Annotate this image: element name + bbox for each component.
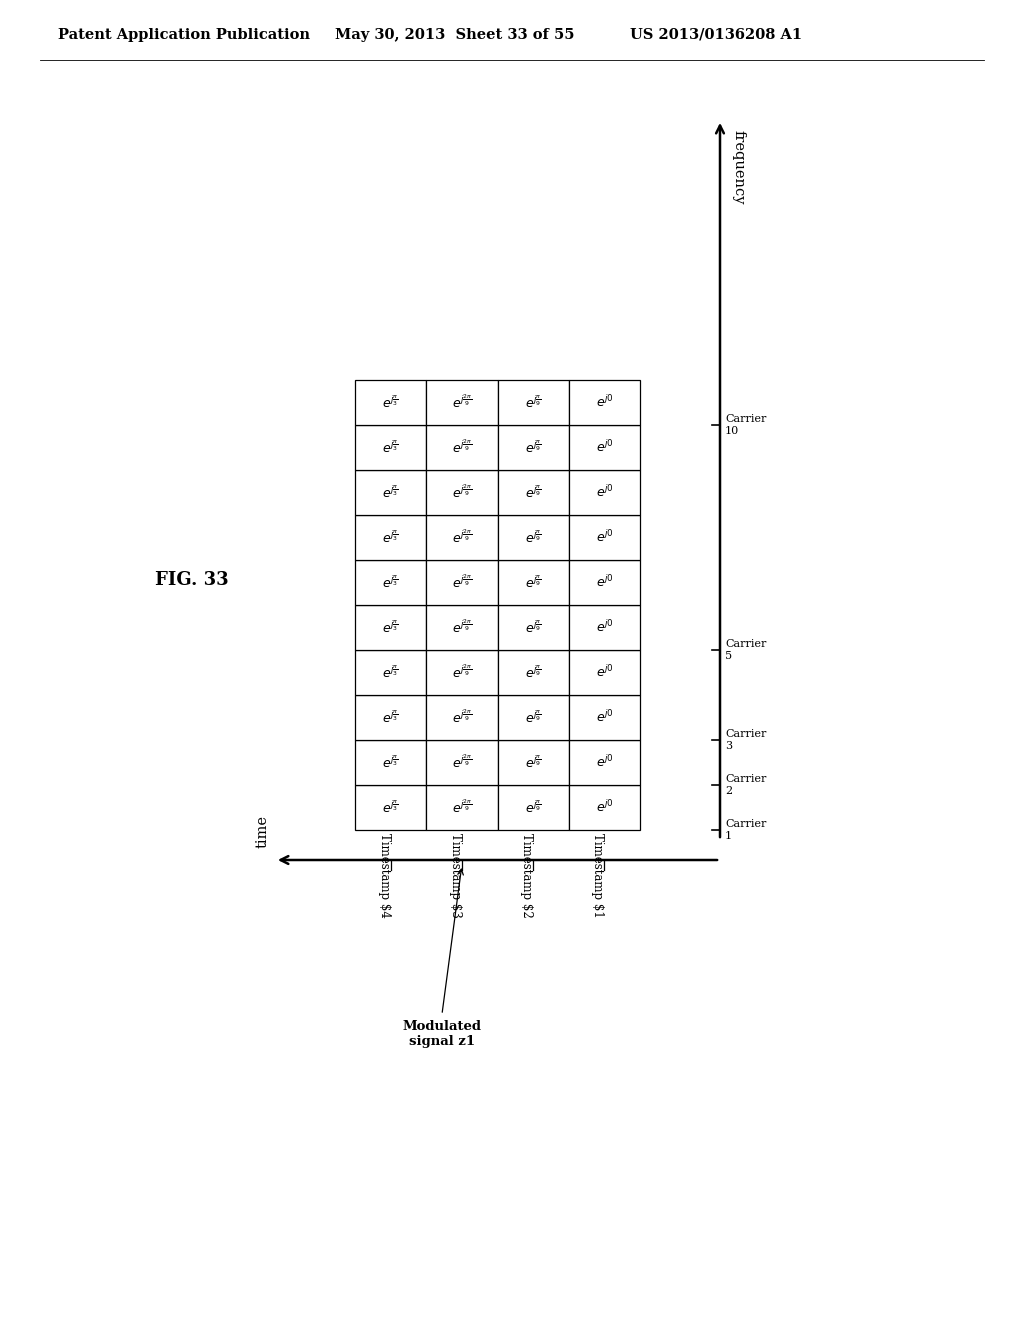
Text: $e^{j\frac{2\pi}{9}}$: $e^{j\frac{2\pi}{9}}$ xyxy=(452,484,472,502)
Text: $e^{j\frac{\pi}{9}}$: $e^{j\frac{\pi}{9}}$ xyxy=(525,395,542,411)
Bar xyxy=(498,515,568,560)
Text: $e^{j\frac{\pi}{3}}$: $e^{j\frac{\pi}{3}}$ xyxy=(382,574,399,590)
Bar xyxy=(426,470,498,515)
Bar xyxy=(498,425,568,470)
Text: Modulated
signal z1: Modulated signal z1 xyxy=(402,1020,481,1048)
Text: Carrier
10: Carrier 10 xyxy=(725,414,766,436)
Bar xyxy=(426,649,498,696)
Bar xyxy=(426,560,498,605)
Bar xyxy=(568,425,640,470)
Text: $e^{j\frac{\pi}{3}}$: $e^{j\frac{\pi}{3}}$ xyxy=(382,440,399,455)
Text: Carrier
2: Carrier 2 xyxy=(725,775,766,796)
Bar xyxy=(568,649,640,696)
Text: $e^{j\frac{2\pi}{9}}$: $e^{j\frac{2\pi}{9}}$ xyxy=(452,393,472,411)
Bar xyxy=(568,470,640,515)
Bar xyxy=(498,785,568,830)
Text: $e^{j\frac{\pi}{9}}$: $e^{j\frac{\pi}{9}}$ xyxy=(525,440,542,455)
Text: $e^{j\frac{\pi}{9}}$: $e^{j\frac{\pi}{9}}$ xyxy=(525,574,542,590)
Text: $e^{j0}$: $e^{j0}$ xyxy=(596,619,613,635)
Text: Carrier
1: Carrier 1 xyxy=(725,820,766,841)
Bar xyxy=(355,560,426,605)
Text: $e^{j\frac{\pi}{9}}$: $e^{j\frac{\pi}{9}}$ xyxy=(525,484,542,500)
Text: Timestamp $4: Timestamp $4 xyxy=(378,833,390,917)
Text: FIG. 33: FIG. 33 xyxy=(155,572,228,589)
Text: $e^{j0}$: $e^{j0}$ xyxy=(596,710,613,726)
Bar xyxy=(498,649,568,696)
Text: $e^{j\frac{\pi}{3}}$: $e^{j\frac{\pi}{3}}$ xyxy=(382,484,399,500)
Text: $e^{j\frac{2\pi}{9}}$: $e^{j\frac{2\pi}{9}}$ xyxy=(452,754,472,771)
Bar xyxy=(426,785,498,830)
Text: $e^{j\frac{2\pi}{9}}$: $e^{j\frac{2\pi}{9}}$ xyxy=(452,799,472,816)
Bar xyxy=(498,470,568,515)
Text: Carrier
3: Carrier 3 xyxy=(725,729,766,751)
Text: $e^{j\frac{\pi}{9}}$: $e^{j\frac{\pi}{9}}$ xyxy=(525,529,542,545)
Text: $e^{j0}$: $e^{j0}$ xyxy=(596,395,613,411)
Text: Patent Application Publication: Patent Application Publication xyxy=(58,28,310,42)
Bar xyxy=(355,380,426,425)
Bar xyxy=(498,605,568,649)
Text: Timestamp $1: Timestamp $1 xyxy=(592,833,604,917)
Bar xyxy=(426,741,498,785)
Bar xyxy=(355,515,426,560)
Bar xyxy=(426,425,498,470)
Text: $e^{j\frac{\pi}{3}}$: $e^{j\frac{\pi}{3}}$ xyxy=(382,664,399,681)
Text: $e^{j\frac{\pi}{3}}$: $e^{j\frac{\pi}{3}}$ xyxy=(382,619,399,636)
Bar xyxy=(426,605,498,649)
Bar xyxy=(498,741,568,785)
Text: Timestamp $2: Timestamp $2 xyxy=(520,833,534,917)
Bar xyxy=(426,515,498,560)
Bar xyxy=(568,696,640,741)
Text: $e^{j0}$: $e^{j0}$ xyxy=(596,574,613,590)
Bar xyxy=(498,560,568,605)
Text: May 30, 2013  Sheet 33 of 55: May 30, 2013 Sheet 33 of 55 xyxy=(335,28,574,42)
Text: $e^{j\frac{\pi}{9}}$: $e^{j\frac{\pi}{9}}$ xyxy=(525,619,542,636)
Text: $e^{j0}$: $e^{j0}$ xyxy=(596,484,613,500)
Text: $e^{j\frac{2\pi}{9}}$: $e^{j\frac{2\pi}{9}}$ xyxy=(452,529,472,546)
Text: $e^{j0}$: $e^{j0}$ xyxy=(596,664,613,680)
Text: $e^{j\frac{\pi}{9}}$: $e^{j\frac{\pi}{9}}$ xyxy=(525,755,542,771)
Bar xyxy=(355,470,426,515)
Bar xyxy=(568,560,640,605)
Bar xyxy=(355,696,426,741)
Bar xyxy=(355,649,426,696)
Text: $e^{j\frac{\pi}{3}}$: $e^{j\frac{\pi}{3}}$ xyxy=(382,709,399,726)
Text: $e^{j\frac{2\pi}{9}}$: $e^{j\frac{2\pi}{9}}$ xyxy=(452,709,472,726)
Bar xyxy=(355,425,426,470)
Bar xyxy=(355,785,426,830)
Text: Timestamp $3: Timestamp $3 xyxy=(449,833,462,917)
Bar xyxy=(426,380,498,425)
Text: $e^{j\frac{\pi}{3}}$: $e^{j\frac{\pi}{3}}$ xyxy=(382,755,399,771)
Bar xyxy=(355,741,426,785)
Bar xyxy=(568,785,640,830)
Text: frequency: frequency xyxy=(732,129,746,205)
Text: $e^{j0}$: $e^{j0}$ xyxy=(596,529,613,545)
Text: $e^{j\frac{\pi}{3}}$: $e^{j\frac{\pi}{3}}$ xyxy=(382,529,399,545)
Bar xyxy=(498,380,568,425)
Text: $e^{j\frac{\pi}{3}}$: $e^{j\frac{\pi}{3}}$ xyxy=(382,395,399,411)
Bar xyxy=(568,515,640,560)
Text: US 2013/0136208 A1: US 2013/0136208 A1 xyxy=(630,28,802,42)
Text: $e^{j\frac{2\pi}{9}}$: $e^{j\frac{2\pi}{9}}$ xyxy=(452,664,472,681)
Text: time: time xyxy=(256,814,270,847)
Text: $e^{j\frac{2\pi}{9}}$: $e^{j\frac{2\pi}{9}}$ xyxy=(452,574,472,591)
Text: $e^{j\frac{2\pi}{9}}$: $e^{j\frac{2\pi}{9}}$ xyxy=(452,438,472,457)
Bar xyxy=(568,741,640,785)
Text: $e^{j0}$: $e^{j0}$ xyxy=(596,800,613,816)
Bar xyxy=(426,696,498,741)
Text: $e^{j\frac{\pi}{9}}$: $e^{j\frac{\pi}{9}}$ xyxy=(525,664,542,681)
Bar xyxy=(498,696,568,741)
Text: $e^{j0}$: $e^{j0}$ xyxy=(596,440,613,455)
Text: Carrier
5: Carrier 5 xyxy=(725,639,766,661)
Text: $e^{j\frac{\pi}{9}}$: $e^{j\frac{\pi}{9}}$ xyxy=(525,709,542,726)
Bar xyxy=(568,605,640,649)
Bar xyxy=(568,380,640,425)
Text: $e^{j0}$: $e^{j0}$ xyxy=(596,755,613,771)
Text: $e^{j\frac{\pi}{3}}$: $e^{j\frac{\pi}{3}}$ xyxy=(382,800,399,816)
Text: $e^{j\frac{2\pi}{9}}$: $e^{j\frac{2\pi}{9}}$ xyxy=(452,619,472,636)
Bar xyxy=(355,605,426,649)
Text: $e^{j\frac{\pi}{9}}$: $e^{j\frac{\pi}{9}}$ xyxy=(525,800,542,816)
